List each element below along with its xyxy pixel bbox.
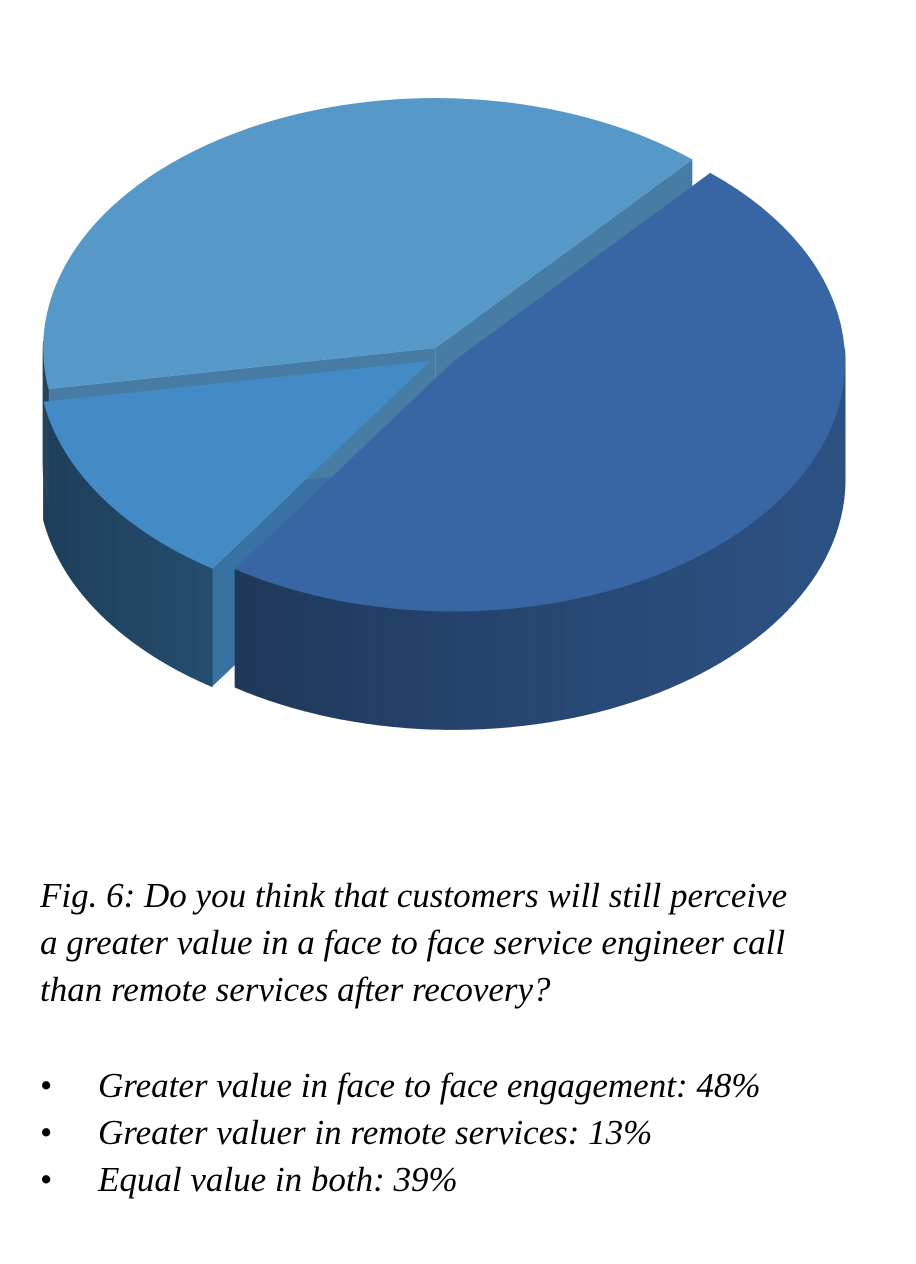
pie-slice-side [316, 595, 330, 718]
pie-slice-side [574, 596, 588, 718]
pie-slice-side [268, 581, 281, 705]
pie-slice-side [366, 604, 381, 726]
pie-slice-side [328, 598, 343, 720]
pie-slice-side [205, 565, 210, 687]
pie-slice-side [832, 415, 837, 542]
pie-slice-side [418, 610, 433, 730]
pie-slice-side [779, 491, 788, 619]
pie-slice-side [720, 537, 731, 664]
pie-slice-side [634, 578, 647, 702]
pie-slice-side [825, 431, 830, 558]
pie-slice-side [793, 477, 801, 605]
result-text: Greater valuer in remote services: 13% [98, 1113, 653, 1152]
pie-chart: Greater value in face to face engagement… [42, 98, 846, 730]
pie-slice-side [180, 553, 184, 674]
pie-slice: Greater valuer in remote services [43, 360, 431, 569]
result-text: Greater value in face to face engagement… [98, 1066, 761, 1105]
pie-slice-side [497, 608, 512, 729]
pie-slice-side [292, 589, 305, 712]
pie-slice-side [729, 531, 740, 658]
pie-slice-side [799, 469, 807, 598]
pie-slice-side [197, 561, 201, 683]
result-item-equal: • Equal value in both: 39% [40, 1156, 900, 1203]
pie-slice-side [256, 577, 270, 701]
pie-slice-side [188, 557, 193, 679]
pie-slice-side [471, 610, 485, 730]
result-list: • Greater value in face to face engageme… [40, 1062, 900, 1203]
pie-slice-side [174, 550, 179, 671]
pie-slice-side [457, 610, 472, 730]
pie-slice-side [764, 505, 773, 633]
pie-slice-side [561, 598, 575, 721]
pie-slice-side [668, 564, 681, 689]
pie-slice-side [747, 519, 757, 646]
pie-slice-side [484, 609, 499, 730]
pie-slice-side [392, 608, 407, 729]
caption-line-2: a greater value in a face to face servic… [40, 923, 786, 962]
pie-slice-side [829, 423, 834, 550]
figure-caption: Fig. 6: Do you think that customers will… [40, 872, 900, 1013]
pie-slice-side [646, 574, 659, 698]
pie-slice-side [755, 512, 765, 639]
bullet-icon: • [40, 1066, 53, 1105]
bullet-icon: • [40, 1113, 53, 1152]
pie-slice-side [194, 560, 199, 681]
pie-slice-side [810, 454, 817, 583]
caption-line-3: than remote services after recovery? [40, 970, 551, 1009]
pie-slice-side [202, 564, 207, 685]
pie-slice: Equal value in both [43, 98, 693, 389]
pie-slice-side [700, 549, 712, 675]
pie-slice-side [200, 562, 204, 684]
pie-slice-side [353, 602, 368, 724]
pie-slice-side [805, 461, 812, 590]
bullet-icon: • [40, 1160, 53, 1199]
pie-slice-side [771, 498, 781, 626]
pie-slice-side [820, 439, 826, 566]
caption-line-1: Fig. 6: Do you think that customers will… [40, 876, 788, 915]
pie-slice-side [548, 601, 563, 723]
pie-slice-side [586, 593, 600, 716]
pie-slice-side [431, 610, 446, 730]
pie-slice-side [523, 605, 537, 726]
pie-slice-side [510, 607, 525, 728]
pie-top-layer: Greater value in face to face engagement… [43, 98, 846, 612]
pie-slice-side [536, 603, 550, 725]
pie-slice-side [786, 484, 794, 612]
pie-slice-side [208, 566, 213, 688]
pie-slice-side [169, 547, 174, 669]
pie-slice-side [280, 585, 293, 709]
pie-slice-side [444, 611, 459, 730]
pie-slice-side [234, 568, 247, 693]
pie-slice-side [245, 573, 258, 697]
pie-slice-side [341, 600, 355, 722]
pie-slice-side [738, 525, 749, 652]
pie-slice-side [185, 555, 190, 677]
pie-slice-side [379, 606, 394, 728]
pie-slice: Greater value in face to face engagement [235, 172, 846, 612]
pie-slice-side [679, 559, 691, 685]
pie-slice-side [622, 582, 636, 706]
pie-slice-side [172, 548, 176, 670]
pie-slice-side [598, 589, 612, 713]
result-item-remote: • Greater valuer in remote services: 13% [40, 1109, 900, 1156]
pie-slice-side [191, 558, 196, 680]
pie-slice-side [183, 554, 187, 676]
result-text: Equal value in both: 39% [98, 1160, 458, 1199]
pie-slice-side [405, 609, 420, 730]
pie-slice-side [689, 554, 702, 680]
pie-slice-side [710, 543, 721, 669]
pie-slice-side [816, 446, 822, 575]
result-item-face-to-face: • Greater value in face to face engageme… [40, 1062, 900, 1109]
pie-slice-side [610, 586, 624, 709]
pie-slice-side [657, 569, 670, 694]
pie-slice-side [304, 592, 318, 715]
pie-slice-side [177, 551, 182, 673]
